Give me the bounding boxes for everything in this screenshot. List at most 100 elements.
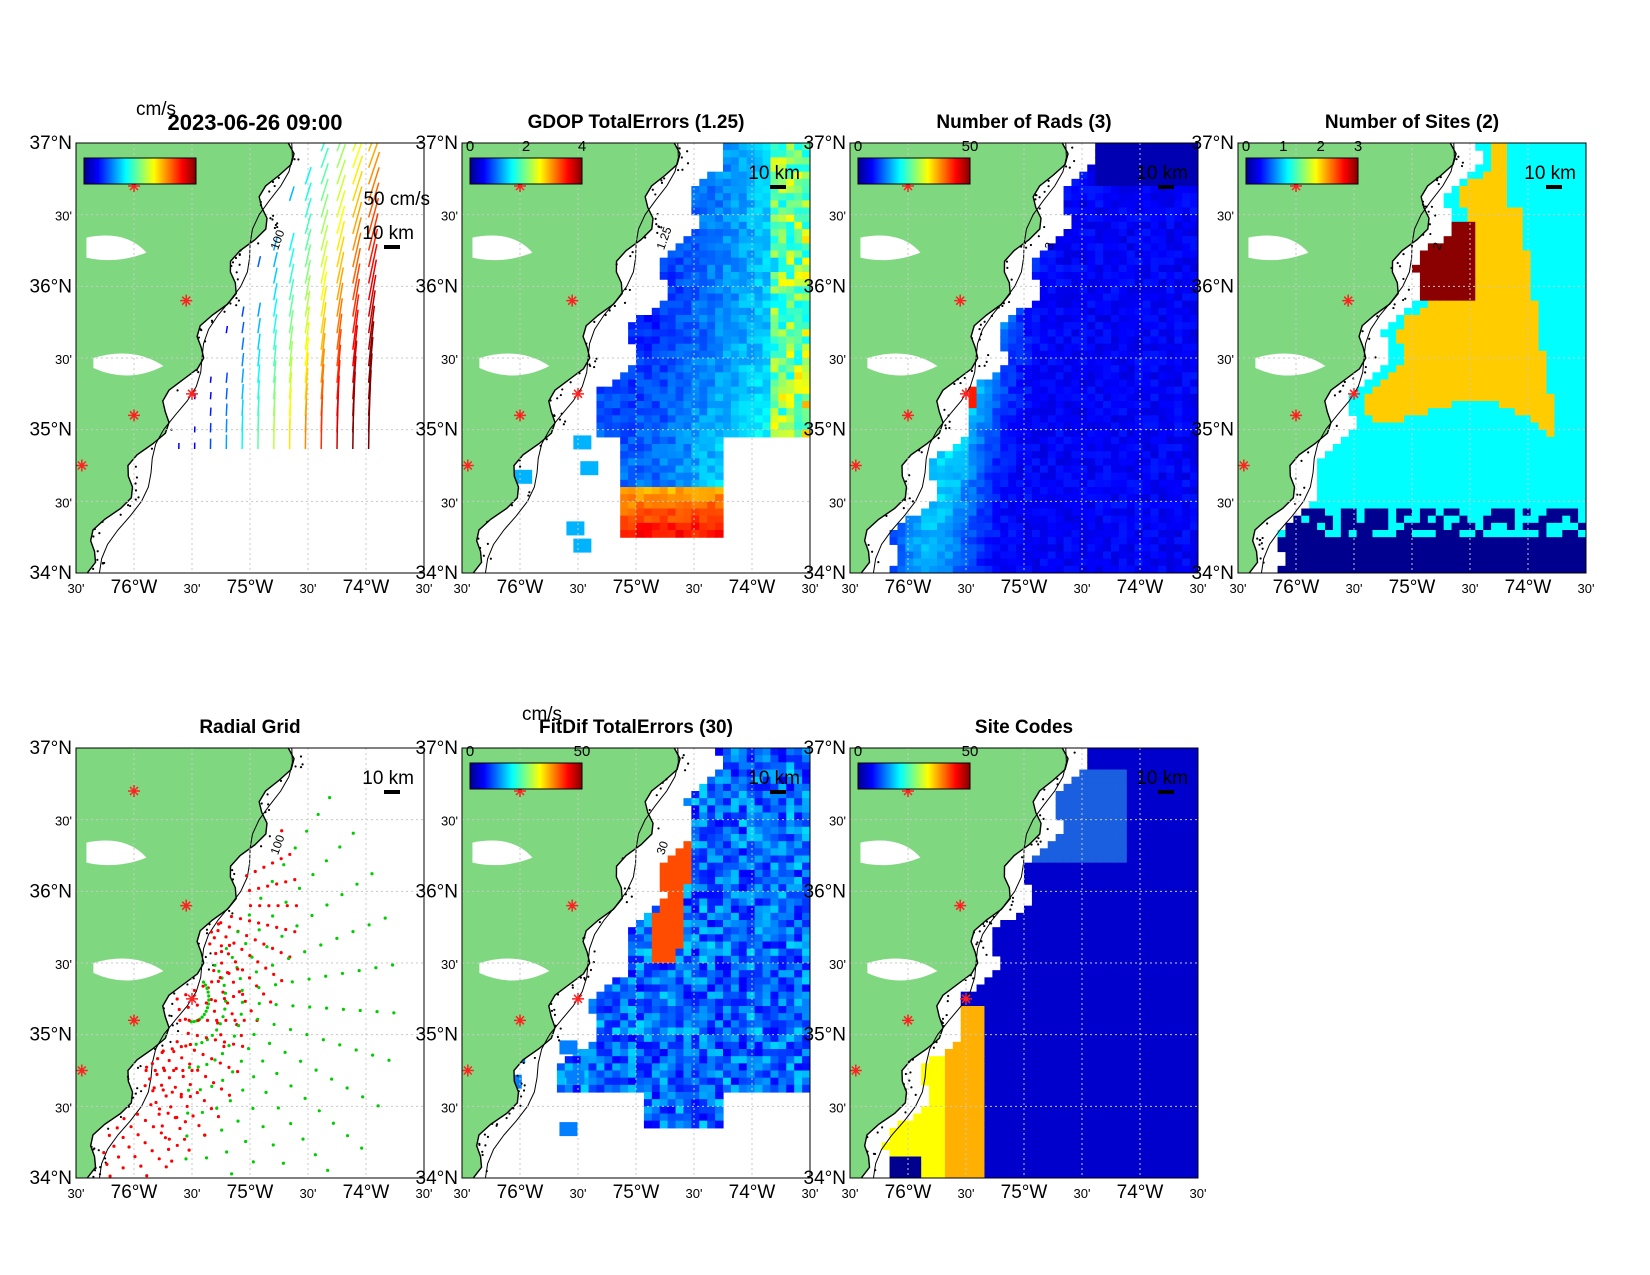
heatmap-cell xyxy=(1419,393,1429,402)
heatmap-cell xyxy=(1396,544,1405,553)
heatmap-cell xyxy=(659,379,669,388)
heatmap-cell xyxy=(1514,272,1524,280)
coast-dot xyxy=(1402,277,1405,281)
heatmap-cell xyxy=(1063,386,1073,395)
heatmap-cell xyxy=(1578,307,1586,316)
heatmap-cell xyxy=(1024,508,1033,517)
heatmap-cell xyxy=(1087,551,1096,560)
coast-dot xyxy=(266,793,269,796)
heatmap-cell xyxy=(1570,214,1579,223)
radial-grid-point xyxy=(264,1090,268,1094)
heatmap-cell xyxy=(968,465,978,474)
heatmap-cell xyxy=(992,494,1001,502)
heatmap-cell xyxy=(1087,544,1096,553)
heatmap-cell xyxy=(691,522,700,531)
heatmap-cell xyxy=(1435,279,1445,287)
heatmap-cell xyxy=(1570,530,1579,538)
heatmap-cell xyxy=(1126,415,1136,424)
coast-dot xyxy=(983,364,986,367)
heatmap-cell xyxy=(952,501,962,510)
heatmap-cell xyxy=(1506,236,1516,244)
heatmap-cell xyxy=(762,386,772,395)
coast-dot xyxy=(1338,390,1341,393)
current-vector xyxy=(257,364,261,383)
heatmap-cell xyxy=(1118,515,1128,524)
colorbar-tick: 50 xyxy=(962,138,979,155)
heatmap-cell xyxy=(1309,508,1318,517)
heatmap-cell xyxy=(1356,530,1366,538)
heatmap-cell xyxy=(1071,336,1080,345)
heatmap-cell xyxy=(1309,522,1318,531)
heatmap-cell xyxy=(1372,415,1381,424)
heatmap-cell xyxy=(659,322,669,330)
heatmap-cell xyxy=(1071,322,1080,330)
heatmap-cell xyxy=(1063,436,1073,445)
heatmap-cell xyxy=(1142,358,1152,366)
heatmap-cell xyxy=(1427,436,1437,445)
heatmap-cell xyxy=(1031,329,1041,338)
heatmap-cell xyxy=(1570,515,1579,524)
heatmap-cell xyxy=(754,164,764,173)
heatmap-cell xyxy=(636,365,645,373)
heatmap-cell xyxy=(1380,386,1389,395)
coast-dot xyxy=(585,342,588,345)
heatmap-cell xyxy=(738,379,748,388)
coast-dot xyxy=(589,364,592,368)
heatmap-cell xyxy=(976,401,986,409)
heatmap-cell xyxy=(730,300,740,309)
heatmap-cell xyxy=(762,401,772,409)
radial-grid-point xyxy=(298,1059,303,1063)
heatmap-cell xyxy=(1087,494,1096,502)
heatmap-cell xyxy=(1522,279,1532,287)
radial-grid-point xyxy=(236,1119,240,1123)
heatmap-cell xyxy=(1087,508,1096,517)
heatmap-cell xyxy=(1538,143,1548,151)
heatmap-cell xyxy=(1087,307,1096,316)
heatmap-cell xyxy=(620,472,629,481)
heatmap-cell xyxy=(1451,193,1461,201)
heatmap-cell xyxy=(1451,379,1461,388)
heatmap-cell xyxy=(1039,544,1049,553)
coast-dot xyxy=(271,180,275,184)
heatmap-cell xyxy=(1332,530,1342,538)
coast-dot xyxy=(170,1014,173,1018)
heatmap-cell xyxy=(1166,379,1175,388)
heatmap-cell xyxy=(1467,286,1476,295)
heatmap-cell xyxy=(659,530,669,538)
heatmap-cell xyxy=(1404,451,1413,459)
radial-grid-point xyxy=(289,1084,293,1088)
heatmap-cell xyxy=(723,221,732,230)
heatmap-cell xyxy=(1024,350,1033,359)
heatmap-cell xyxy=(715,207,724,216)
heatmap-cell xyxy=(1419,343,1429,352)
heatmap-cell xyxy=(1459,272,1468,280)
heatmap-cell xyxy=(667,343,677,352)
heatmap-cell xyxy=(1150,379,1160,388)
heatmap-cell xyxy=(1443,236,1453,244)
heatmap-cell xyxy=(802,336,810,345)
heatmap-cell xyxy=(1506,401,1516,409)
coast-dot xyxy=(1001,304,1004,308)
heatmap-cell xyxy=(1348,472,1358,481)
heatmap-cell xyxy=(1443,429,1453,438)
heatmap-cell xyxy=(944,494,954,502)
heatmap-cell xyxy=(1348,393,1358,402)
heatmap-cell xyxy=(1142,150,1152,158)
heatmap-cell xyxy=(620,401,629,409)
heatmap-cell xyxy=(1126,272,1136,280)
heatmap-cell xyxy=(1158,143,1167,151)
heatmap-cell xyxy=(1158,214,1167,223)
heatmap-cell xyxy=(762,429,772,438)
heatmap-cell xyxy=(794,343,803,352)
heatmap-cell xyxy=(1435,551,1445,560)
heatmap-cell xyxy=(1079,558,1088,567)
heatmap-cell xyxy=(1356,537,1366,545)
heatmap-cell xyxy=(620,508,629,517)
heatmap-cell xyxy=(1419,257,1429,266)
heatmap-cell xyxy=(913,551,922,560)
heatmap-cell xyxy=(1443,465,1453,474)
heatmap-cell xyxy=(1499,236,1508,244)
heatmap-cell xyxy=(1166,307,1175,316)
heatmap-cell xyxy=(1158,322,1167,330)
heatmap-cell xyxy=(1174,401,1183,409)
